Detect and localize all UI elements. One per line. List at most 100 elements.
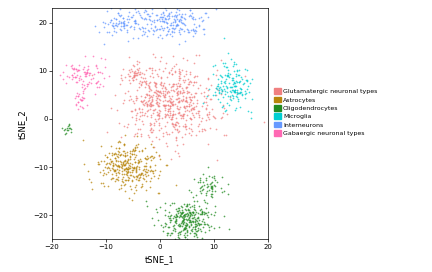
Point [142, 80, 149, 84]
Point [173, 10, 180, 14]
Point [159, 84, 166, 88]
Point [70, 70, 77, 75]
Point [213, 127, 220, 131]
Point [146, 79, 153, 84]
Point [138, 171, 145, 175]
Point [194, 221, 201, 225]
Point [160, 69, 167, 73]
Point [127, 94, 134, 98]
Point [248, 116, 255, 120]
Point [147, 104, 154, 109]
Point [237, 104, 244, 109]
Point [193, 91, 200, 95]
Point [206, 112, 213, 116]
Point [190, 22, 197, 26]
Point [205, 109, 212, 114]
Point [184, 85, 191, 90]
Point [182, 118, 189, 122]
Point [175, 107, 182, 111]
Point [196, 188, 203, 193]
Point [183, 98, 190, 103]
Point [110, 24, 117, 29]
Point [101, 184, 108, 188]
Point [67, 127, 74, 131]
Point [162, 61, 169, 65]
Point [124, 170, 131, 175]
Point [171, 26, 178, 30]
Point [181, 17, 188, 21]
Point [135, 127, 142, 132]
Point [183, 69, 190, 73]
Point [100, 42, 107, 46]
Point [174, 214, 181, 218]
Point [180, 105, 187, 110]
Point [83, 103, 90, 107]
Point [116, 27, 123, 32]
Point [164, 120, 171, 124]
Point [143, 161, 149, 165]
Point [116, 164, 123, 168]
Point [228, 56, 235, 61]
Point [126, 25, 133, 29]
Point [161, 20, 168, 24]
Point [170, 224, 177, 228]
Point [209, 186, 216, 191]
Point [195, 113, 202, 118]
Point [163, 20, 170, 24]
Point [79, 67, 86, 71]
Point [133, 167, 140, 171]
Point [167, 104, 174, 109]
Point [140, 17, 147, 21]
Point [175, 91, 182, 96]
Point [219, 61, 226, 65]
Point [112, 162, 119, 166]
Point [191, 80, 197, 84]
Point [126, 155, 133, 159]
Point [189, 107, 196, 111]
Point [225, 94, 232, 98]
Point [73, 91, 80, 95]
Point [202, 106, 209, 110]
Point [243, 86, 250, 91]
Point [74, 73, 81, 77]
Point [166, 225, 173, 230]
Point [173, 17, 180, 22]
Point [141, 85, 148, 89]
Point [191, 202, 198, 207]
Point [207, 184, 214, 188]
Point [158, 15, 165, 19]
Point [187, 28, 194, 32]
Point [114, 177, 121, 181]
Point [130, 168, 137, 172]
Point [128, 109, 135, 114]
Point [122, 75, 129, 79]
Point [224, 73, 231, 77]
Point [236, 68, 243, 72]
Point [168, 68, 175, 72]
Point [180, 16, 187, 20]
Point [168, 102, 175, 106]
Point [181, 224, 188, 229]
Point [149, 28, 156, 32]
Point [180, 94, 187, 98]
Point [108, 176, 115, 180]
Point [184, 207, 191, 211]
Point [218, 104, 225, 109]
Point [120, 143, 127, 147]
Point [205, 115, 212, 119]
Point [234, 99, 241, 103]
Point [138, 94, 145, 98]
Point [143, 166, 149, 171]
Point [233, 92, 240, 96]
Point [204, 88, 211, 92]
Point [141, 98, 148, 102]
Point [122, 169, 129, 173]
Point [208, 189, 215, 193]
Point [75, 94, 82, 98]
Point [104, 129, 111, 134]
Point [175, 81, 181, 85]
Point [226, 227, 233, 231]
Point [184, 213, 191, 218]
Point [154, 89, 161, 93]
Point [164, 98, 171, 103]
